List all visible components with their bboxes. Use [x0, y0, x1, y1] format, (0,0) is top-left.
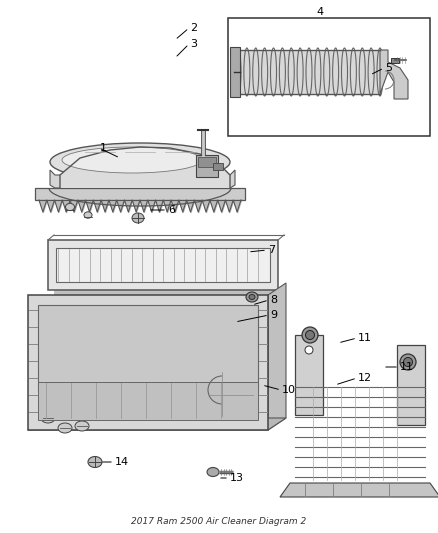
- Text: 5: 5: [385, 63, 392, 73]
- Text: 3: 3: [190, 39, 197, 49]
- Text: 13: 13: [230, 473, 244, 483]
- Ellipse shape: [249, 295, 255, 300]
- Ellipse shape: [62, 147, 202, 173]
- Bar: [28, 295, 268, 430]
- Bar: [238, 50, 380, 94]
- Bar: [208, 371, 254, 417]
- Ellipse shape: [41, 413, 55, 423]
- Ellipse shape: [84, 212, 92, 218]
- Text: 2017 Ram 2500 Air Cleaner Diagram 2: 2017 Ram 2500 Air Cleaner Diagram 2: [131, 517, 307, 526]
- Text: 8: 8: [270, 295, 277, 305]
- Text: 6: 6: [168, 205, 175, 215]
- Bar: [230, 47, 240, 97]
- Bar: [38, 382, 258, 420]
- Bar: [54, 290, 284, 296]
- Bar: [228, 18, 430, 136]
- Text: 1: 1: [100, 143, 107, 153]
- Text: 10: 10: [282, 385, 296, 395]
- Polygon shape: [28, 418, 286, 430]
- Bar: [202, 365, 260, 423]
- Bar: [38, 305, 258, 390]
- Bar: [48, 240, 278, 290]
- Text: 4: 4: [316, 7, 323, 17]
- Text: 9: 9: [270, 310, 277, 320]
- Polygon shape: [60, 147, 230, 188]
- Ellipse shape: [207, 467, 219, 477]
- Bar: [213, 163, 223, 170]
- Polygon shape: [380, 50, 408, 99]
- Ellipse shape: [132, 213, 144, 223]
- Text: 14: 14: [115, 457, 129, 467]
- Polygon shape: [50, 170, 235, 188]
- Ellipse shape: [407, 356, 415, 364]
- Ellipse shape: [305, 330, 314, 340]
- Ellipse shape: [75, 421, 89, 431]
- Bar: [198, 157, 216, 167]
- Text: 7: 7: [268, 245, 275, 255]
- Polygon shape: [268, 283, 286, 430]
- Ellipse shape: [302, 327, 318, 343]
- Ellipse shape: [305, 346, 313, 354]
- Bar: [397, 345, 425, 425]
- Bar: [56, 248, 270, 282]
- Bar: [196, 155, 218, 177]
- Text: 11: 11: [400, 362, 414, 372]
- Ellipse shape: [400, 354, 416, 370]
- Polygon shape: [280, 483, 438, 497]
- Ellipse shape: [246, 292, 258, 302]
- Bar: [295, 335, 323, 415]
- Ellipse shape: [58, 423, 72, 433]
- Bar: [391, 58, 399, 63]
- Ellipse shape: [50, 143, 230, 181]
- Text: 12: 12: [358, 373, 372, 383]
- Ellipse shape: [88, 456, 102, 467]
- Ellipse shape: [403, 358, 413, 367]
- Text: 2: 2: [190, 23, 197, 33]
- Bar: [35, 188, 245, 200]
- Ellipse shape: [66, 204, 74, 211]
- Text: 11: 11: [358, 333, 372, 343]
